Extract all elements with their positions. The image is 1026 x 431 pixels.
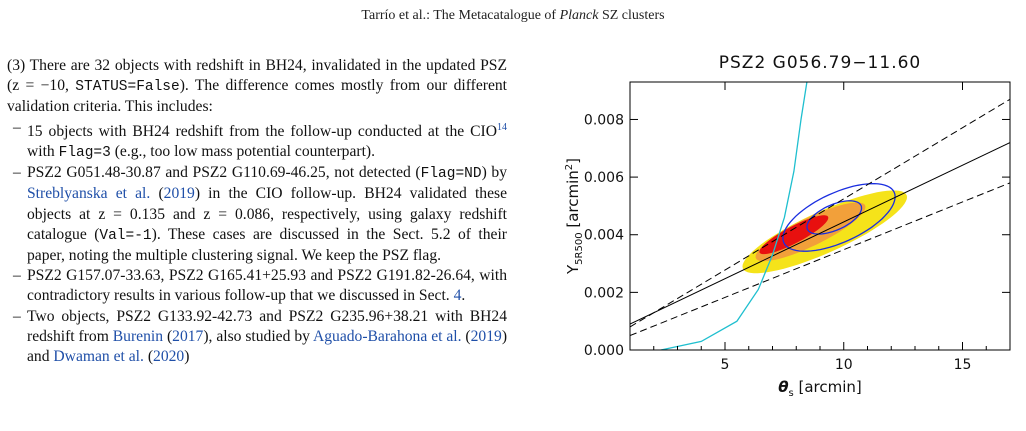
code-flag: Flag=ND bbox=[420, 166, 482, 183]
list-item: PSZ2 G051.48-30.87 and PSZ2 G110.69-46.2… bbox=[7, 163, 507, 266]
y-axis-close: ] bbox=[564, 158, 582, 164]
x-tick-label: 5 bbox=[721, 357, 730, 373]
running-head: Tarrío et al.: The Metacatalogue of Plan… bbox=[0, 8, 1026, 24]
citation-year-link[interactable]: 2019 bbox=[470, 327, 502, 345]
citation-link[interactable]: Burenin bbox=[112, 327, 164, 345]
y-axis-label: Y5R500 [arcmin2] bbox=[564, 158, 585, 275]
footnote-link[interactable]: 14 bbox=[497, 121, 507, 133]
axes: 5 10 15 0.000 0.002 0.004 0.006 0.008 bbox=[584, 82, 1010, 373]
plot-area bbox=[630, 82, 1010, 350]
text-segment: ) by bbox=[481, 164, 507, 182]
blue-contour-1 bbox=[782, 182, 896, 252]
x-axis-unit: [arcmin] bbox=[794, 378, 862, 396]
y-axis-subscript: 5R500 bbox=[574, 232, 585, 264]
y-tick-label: 0.002 bbox=[584, 285, 624, 301]
citation-link[interactable]: Aguado-Barahona et al. bbox=[312, 327, 462, 345]
x-axis-symbol: θ bbox=[778, 378, 788, 396]
contour-chart: PSZ2 G056.79−11.60 5 10 15 0.000 0.002 0.004 0… bbox=[564, 53, 1011, 399]
chart-title: PSZ2 G056.79−11.60 bbox=[719, 53, 921, 73]
y-tick-label: 0.000 bbox=[584, 343, 624, 359]
paragraph-3: (3) There are 32 objects with redshift i… bbox=[7, 56, 507, 118]
text-segment: ( bbox=[150, 185, 164, 203]
contour-figure: PSZ2 G056.79−11.60 5 10 15 0.000 0.002 0.004 0… bbox=[548, 40, 1026, 431]
dashed-line-3 bbox=[630, 182, 1010, 337]
text-segment: , respectively, using galaxy redshift ca… bbox=[27, 205, 507, 243]
citation-year-link[interactable]: 2017 bbox=[172, 327, 204, 345]
text-segment: ( bbox=[143, 348, 154, 366]
code-status: STATUS=False bbox=[75, 79, 180, 96]
y-axis-unit-sup: 2 bbox=[564, 164, 575, 170]
cyan-curve bbox=[660, 82, 808, 350]
list-item: 15 objects with BH24 redshift from the f… bbox=[7, 118, 507, 164]
dashed-line-2 bbox=[630, 98, 1010, 328]
text-segment: ) bbox=[184, 348, 190, 366]
code-flag: Flag=3 bbox=[58, 145, 111, 161]
y-tick-label: 0.008 bbox=[584, 112, 624, 128]
code-val: Val=-1 bbox=[99, 227, 152, 244]
citation-year-link[interactable]: 2020 bbox=[153, 348, 185, 366]
y-axis-unit: [arcmin bbox=[564, 170, 582, 232]
text-segment: ). The difference comes mostly from our … bbox=[7, 77, 507, 116]
text-segment: 15 objects with BH24 redshift from the f… bbox=[27, 122, 497, 140]
item-list: 15 objects with BH24 redshift from the f… bbox=[7, 118, 507, 368]
math-z: z = 0.086 bbox=[203, 205, 271, 223]
y-tick-label: 0.006 bbox=[584, 170, 624, 186]
text-segment: (e.g., too low mass potential counterpar… bbox=[110, 143, 376, 160]
text-segment: with bbox=[27, 143, 59, 160]
text-segment: ( bbox=[163, 327, 173, 345]
math-z: z = 0.135 bbox=[98, 205, 165, 223]
text-segment: ) in the CIO follow-up. BH24 validated t… bbox=[27, 185, 507, 223]
text-segment: PSZ2 G051.48-30.87 and PSZ2 G110.69-46.2… bbox=[27, 164, 421, 182]
x-tick-label: 15 bbox=[954, 357, 972, 373]
y-tick-label: 0.004 bbox=[584, 228, 624, 244]
math-z: z = −10, bbox=[12, 77, 76, 95]
citation-link[interactable]: Dwaman et al. bbox=[53, 348, 144, 366]
x-axis-label: θs [arcmin] bbox=[778, 378, 862, 399]
text-segment: ( bbox=[461, 327, 471, 345]
body-text-column: (3) There are 32 objects with redshift i… bbox=[7, 56, 507, 367]
text-segment: and bbox=[165, 205, 204, 223]
solid-line-1 bbox=[630, 142, 1010, 325]
citation-year-link[interactable]: 2019 bbox=[163, 185, 195, 203]
list-item: PSZ2 G157.07-33.63, PSZ2 G165.41+25.93 a… bbox=[7, 266, 507, 306]
x-axis-subscript: s bbox=[789, 388, 794, 399]
text-segment: (3) There are 32 objects with redshift i… bbox=[7, 57, 507, 95]
y-axis-symbol: Y bbox=[564, 264, 582, 275]
list-item: Two objects, PSZ2 G133.92-42.73 and PSZ2… bbox=[7, 307, 507, 368]
running-head-italic: Planck bbox=[559, 8, 599, 23]
text-segment: ) and bbox=[27, 327, 508, 366]
x-tick-label: 10 bbox=[835, 357, 853, 373]
text-segment: Two objects, PSZ2 G133.92-42.73 and PSZ2… bbox=[27, 307, 507, 345]
text-segment: . bbox=[461, 287, 466, 305]
section-ref-link[interactable]: 4 bbox=[453, 287, 462, 305]
text-segment: ), also studied by bbox=[203, 327, 313, 345]
confidence-region-inner bbox=[759, 215, 829, 255]
text-segment: PSZ2 G157.07-33.63, PSZ2 G165.41+25.93 a… bbox=[27, 267, 507, 305]
text-segment: ). These cases are discussed in the Sect… bbox=[27, 225, 507, 265]
citation-link[interactable]: Streblyanska et al. bbox=[27, 185, 151, 203]
running-head-suffix: SZ clusters bbox=[598, 8, 665, 23]
running-head-prefix: Tarrío et al.: The Metacatalogue of bbox=[361, 8, 560, 23]
